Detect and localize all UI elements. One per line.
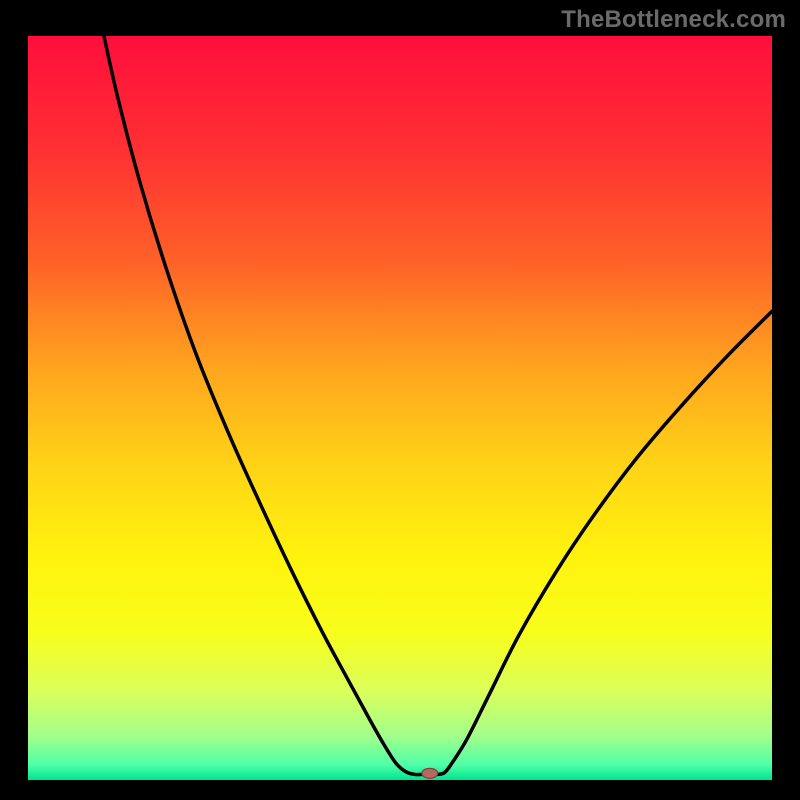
bottleneck-curve-chart xyxy=(28,36,772,780)
chart-frame xyxy=(28,36,772,780)
optimum-marker xyxy=(422,768,438,778)
gradient-background xyxy=(28,36,772,780)
watermark-text: TheBottleneck.com xyxy=(561,6,786,34)
